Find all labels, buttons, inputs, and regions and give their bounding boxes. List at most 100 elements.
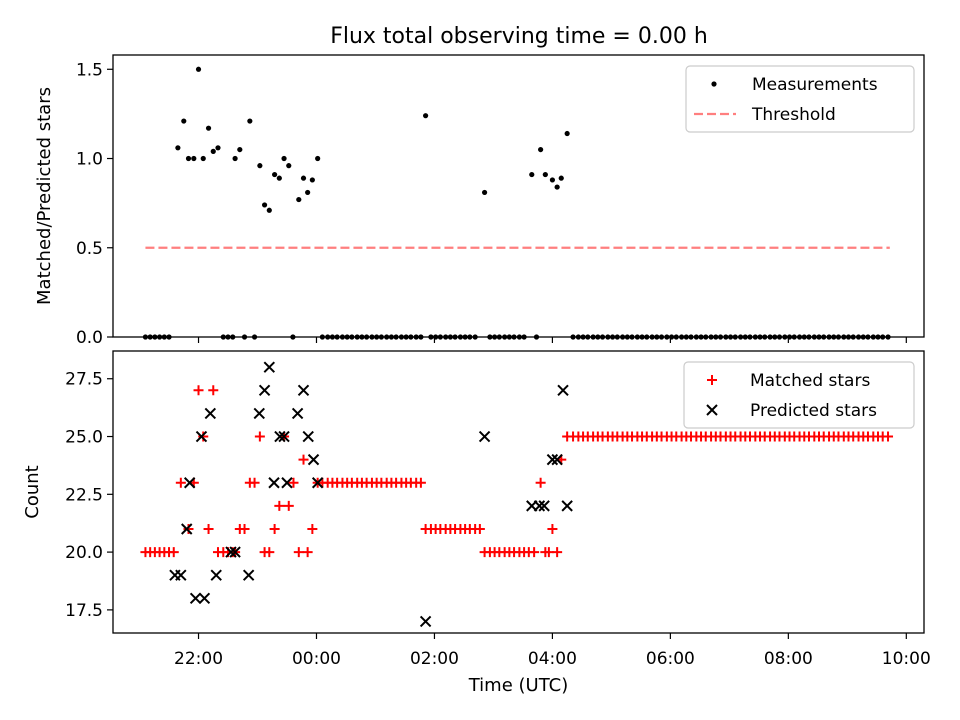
predicted-star-point: [281, 477, 293, 489]
y-tick-label: 17.5: [65, 601, 103, 621]
x-tick-label: 10:00: [882, 649, 931, 669]
predicted-star-point: [278, 430, 290, 443]
matched-star-point: [474, 523, 485, 534]
predicted-star-point: [533, 500, 546, 512]
predicted-star-point: [268, 477, 280, 489]
predicted-star-point: [189, 592, 202, 605]
y-tick-label: 27.5: [65, 370, 103, 390]
legend-label: Predicted stars: [750, 401, 877, 421]
predicted-star-point: [297, 384, 310, 397]
measurement-point: [542, 171, 548, 178]
matched-star-point: [283, 500, 294, 511]
x-tick-label: 22:00: [174, 649, 223, 669]
bottom-panel-marks: [140, 361, 894, 628]
matched-star-point: [274, 500, 285, 511]
matched-star-point: [269, 523, 280, 534]
matched-star-point: [535, 477, 546, 488]
legend-label: Measurements: [752, 75, 878, 95]
bottom-panel-x-label: Time (UTC): [468, 675, 569, 696]
predicted-star-point: [225, 546, 237, 558]
y-tick-label: 0.0: [76, 328, 103, 348]
matched-star-point: [249, 477, 260, 488]
matched-star-point: [529, 547, 540, 558]
predicted-star-point: [561, 500, 573, 512]
measurement-point: [538, 146, 544, 153]
measurement-point: [215, 145, 221, 151]
y-tick-label: 0.5: [76, 239, 103, 259]
matched-star-point: [264, 547, 275, 558]
top-panel-ratio: 0.0 0.5 1.0 1.5 Matched/Predicted stars Mea…: [34, 54, 925, 348]
y-tick-label: 1.5: [76, 60, 103, 80]
predicted-star-point: [263, 361, 276, 373]
y-tick-label: 22.5: [65, 485, 103, 505]
matched-star-point: [288, 477, 299, 488]
x-tick-label: 08:00: [764, 649, 813, 669]
measurement-point: [266, 207, 272, 213]
predicted-star-point: [311, 477, 324, 489]
measurement-point: [181, 118, 187, 124]
bottom-panel-x-ticks: 22:00 00:00 02:00 04:00 06:00 08:00 10:00: [174, 633, 931, 669]
predicted-star-point: [198, 592, 211, 605]
predicted-star-point: [210, 569, 222, 581]
predicted-star-point: [242, 569, 255, 581]
matched-star-point: [175, 477, 186, 488]
x-tick-label: 06:00: [646, 649, 695, 669]
y-tick-label: 1.0: [76, 150, 103, 170]
measurement-point: [558, 175, 564, 181]
legend-frame: [685, 65, 915, 133]
top-panel-y-ticks: 0.0 0.5 1.0 1.5: [76, 60, 113, 348]
matched-star-point: [552, 547, 563, 558]
measurement-point: [185, 155, 192, 162]
measurement-point: [309, 177, 315, 183]
predicted-star-point: [204, 407, 217, 420]
legend-marker-predicted: [706, 404, 718, 416]
matched-star-point: [293, 547, 304, 558]
y-tick-label: 25.0: [65, 428, 103, 448]
matched-star-point: [307, 523, 318, 534]
measurement-point: [286, 163, 292, 169]
matched-star-point: [254, 431, 265, 442]
y-tick-label: 20.0: [65, 543, 103, 563]
matched-star-point: [302, 547, 313, 558]
measurement-point: [549, 177, 556, 183]
measurement-point: [564, 130, 570, 137]
measurement-point: [296, 196, 302, 203]
predicted-star-point: [546, 453, 559, 466]
matched-star-point: [203, 523, 214, 534]
legend-label: Threshold: [751, 105, 836, 125]
matched-star-point: [415, 477, 426, 488]
predicted-star-point: [538, 500, 550, 512]
measurement-point: [200, 155, 206, 162]
predicted-star-point: [419, 615, 432, 628]
legend-marker-matched: [707, 375, 717, 385]
predicted-star-point: [258, 384, 271, 397]
x-tick-label: 00:00: [292, 649, 341, 669]
measurement-point: [315, 155, 321, 162]
predicted-star-point: [291, 407, 304, 420]
predicted-star-point: [253, 407, 265, 420]
matched-star-point: [198, 431, 209, 442]
predicted-star-point: [307, 453, 320, 466]
legend-marker-measurements: [711, 81, 717, 87]
measurement-point: [423, 113, 429, 119]
predicted-star-point: [551, 453, 563, 466]
matched-star-point: [547, 523, 558, 534]
legend-frame: [683, 361, 915, 429]
predicted-star-point: [302, 430, 314, 443]
measurement-point: [195, 66, 202, 72]
matched-star-point: [239, 523, 250, 534]
measurement-point: [305, 189, 311, 196]
x-tick-label: 04:00: [528, 649, 577, 669]
measurement-point: [247, 118, 253, 124]
measurement-point: [272, 171, 278, 178]
measurement-point: [481, 189, 488, 196]
measurement-point: [205, 125, 212, 131]
bottom-panel-y-label: Count: [22, 465, 43, 518]
measurement-point: [261, 202, 268, 208]
measurement-point: [191, 155, 197, 162]
predicted-star-point: [175, 569, 187, 581]
predicted-star-point: [229, 546, 241, 558]
predicted-star-point: [183, 477, 196, 489]
top-panel-frame: [112, 54, 925, 338]
matched-star-point: [208, 385, 219, 396]
